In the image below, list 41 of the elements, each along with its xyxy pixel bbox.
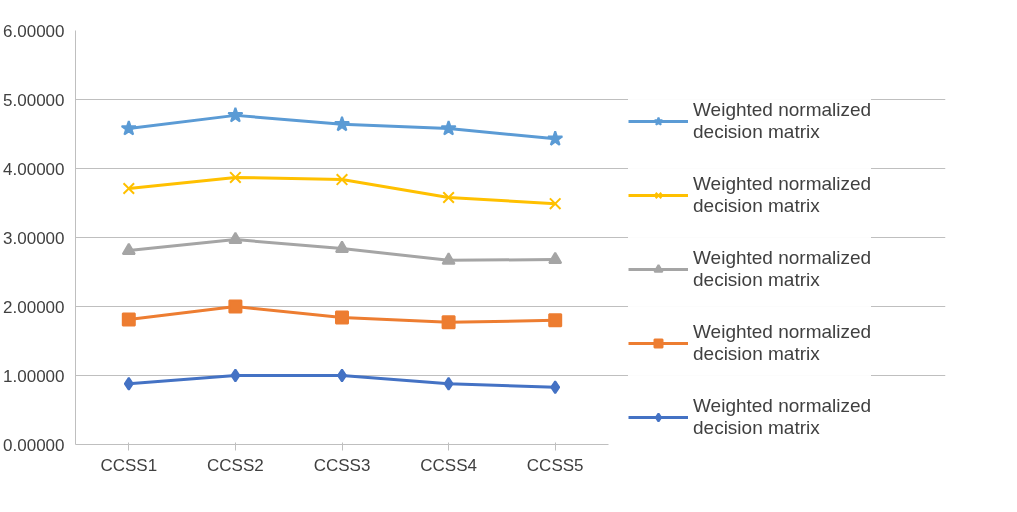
- point: [229, 171, 242, 184]
- x-tick-label: CCSS2: [207, 455, 264, 475]
- point: [442, 191, 455, 204]
- point: [548, 197, 562, 210]
- point: [547, 130, 564, 146]
- y-tick-label: 0.00000: [3, 435, 65, 455]
- legend-label: Weighted normalized decision matrix: [693, 247, 872, 291]
- point: [227, 106, 244, 123]
- point: [333, 115, 351, 132]
- point: [121, 242, 136, 256]
- point: [122, 182, 136, 195]
- point: [335, 173, 349, 186]
- point: [228, 231, 243, 245]
- point: [443, 376, 454, 391]
- point: [335, 240, 349, 253]
- point: [548, 251, 563, 265]
- y-tick-label: 3.00000: [3, 228, 65, 248]
- point: [120, 119, 137, 136]
- x-tick-label: CCSS4: [420, 455, 477, 475]
- y-tick-label: 4.00000: [3, 159, 65, 179]
- y-tick-label: 5.00000: [3, 90, 65, 110]
- point: [230, 368, 241, 383]
- point: [121, 312, 136, 327]
- y-tick-label: 2.00000: [3, 297, 65, 317]
- x-tick-label: CCSS1: [100, 455, 158, 475]
- x-tick-label: CCSS5: [526, 455, 584, 475]
- point: [548, 313, 563, 328]
- y-tick-label: 1.00000: [3, 366, 65, 386]
- point: [228, 299, 243, 314]
- point: [123, 376, 134, 391]
- x-tick-label: CCSS3: [313, 455, 371, 475]
- point: [550, 380, 561, 395]
- legend-label: Weighted normalized decision matrix: [693, 173, 872, 217]
- point: [441, 252, 456, 265]
- point: [440, 119, 457, 136]
- point: [441, 315, 456, 330]
- legend-label: Weighted normalized decision matrix: [693, 321, 872, 365]
- point: [335, 310, 349, 325]
- legend-label: Weighted normalized decision matrix: [693, 395, 872, 439]
- legend-label: Weighted normalized decision matrix: [693, 99, 872, 143]
- y-tick-label: 6.00000: [3, 21, 65, 41]
